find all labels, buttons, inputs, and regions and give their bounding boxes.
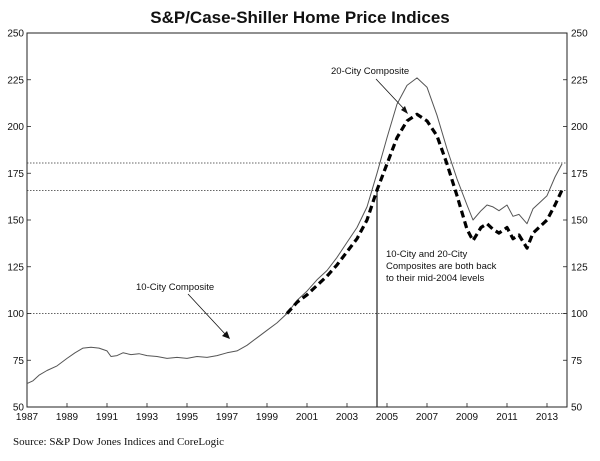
x-tick-label: 1999 bbox=[256, 412, 279, 423]
y-tick-label-right: 250 bbox=[571, 29, 588, 40]
y-tick-label-left: 225 bbox=[7, 75, 24, 86]
x-tick-label: 2007 bbox=[416, 412, 439, 423]
x-tick-label: 1995 bbox=[176, 412, 199, 423]
x-tick-label: 1993 bbox=[136, 412, 159, 423]
y-tick-label-right: 150 bbox=[571, 216, 588, 227]
y-axis-left: 50 75 100 125 150 175 200 225 250 bbox=[7, 29, 31, 414]
y-tick-label-left: 100 bbox=[7, 309, 24, 320]
annotation-10-city-arrow bbox=[187, 293, 227, 336]
x-tick-label: 2003 bbox=[336, 412, 359, 423]
y-tick-label-left: 250 bbox=[7, 29, 24, 40]
x-tick-label: 1991 bbox=[96, 412, 119, 423]
annotation-mid-2004-line2: Composites are both back bbox=[386, 261, 497, 272]
source-note: Source: S&P Dow Jones Indices and CoreLo… bbox=[13, 436, 224, 448]
annotation-10-city: 10-City Composite bbox=[136, 282, 214, 293]
y-tick-label-right: 225 bbox=[571, 75, 588, 86]
x-axis: 1987 1989 1991 1993 1995 1997 1999 2001 2003 2005… bbox=[16, 403, 559, 423]
series-line-10-city bbox=[26, 77, 563, 385]
x-tick-label: 2005 bbox=[376, 412, 399, 423]
y-tick-label-right: 50 bbox=[571, 403, 583, 414]
annotation-mid-2004-line1: 10-City and 20-City bbox=[386, 249, 468, 260]
y-tick-label-left: 75 bbox=[13, 356, 25, 367]
series-line-20-city bbox=[285, 112, 564, 315]
x-tick-label: 2009 bbox=[456, 412, 479, 423]
plot-frame bbox=[26, 32, 568, 408]
annotation-20-city-arrowhead bbox=[401, 106, 408, 114]
y-tick-label-right: 125 bbox=[571, 262, 588, 273]
x-tick-label: 1997 bbox=[216, 412, 239, 423]
x-tick-label: 2001 bbox=[296, 412, 319, 423]
annotation-10-city-arrowhead bbox=[222, 331, 230, 339]
annotation-20-city: 20-City Composite bbox=[331, 66, 409, 77]
y-tick-label-left: 200 bbox=[7, 122, 24, 133]
annotation-20-city-arrow bbox=[375, 78, 406, 111]
y-tick-label-left: 50 bbox=[13, 403, 25, 414]
annotation-mid-2004-line3: to their mid-2004 levels bbox=[386, 273, 484, 284]
y-tick-label-left: 175 bbox=[7, 169, 24, 180]
y-tick-label-right: 175 bbox=[571, 169, 588, 180]
chart-title: S&P/Case-Shiller Home Price Indices bbox=[150, 8, 450, 27]
reference-lines bbox=[27, 162, 567, 314]
x-tick-label: 2013 bbox=[536, 412, 559, 423]
x-tick-label: 2011 bbox=[496, 412, 518, 423]
y-tick-label-right: 100 bbox=[571, 309, 588, 320]
x-tick-label: 1987 bbox=[16, 412, 39, 423]
y-tick-label-right: 200 bbox=[571, 122, 588, 133]
x-tick-label: 1989 bbox=[56, 412, 79, 423]
y-tick-label-left: 125 bbox=[7, 262, 24, 273]
y-tick-label-right: 75 bbox=[571, 356, 583, 367]
y-axis-right: 50 75 100 125 150 175 200 225 250 bbox=[563, 29, 588, 414]
series-lines bbox=[26, 77, 564, 385]
y-tick-label-left: 150 bbox=[7, 216, 24, 227]
